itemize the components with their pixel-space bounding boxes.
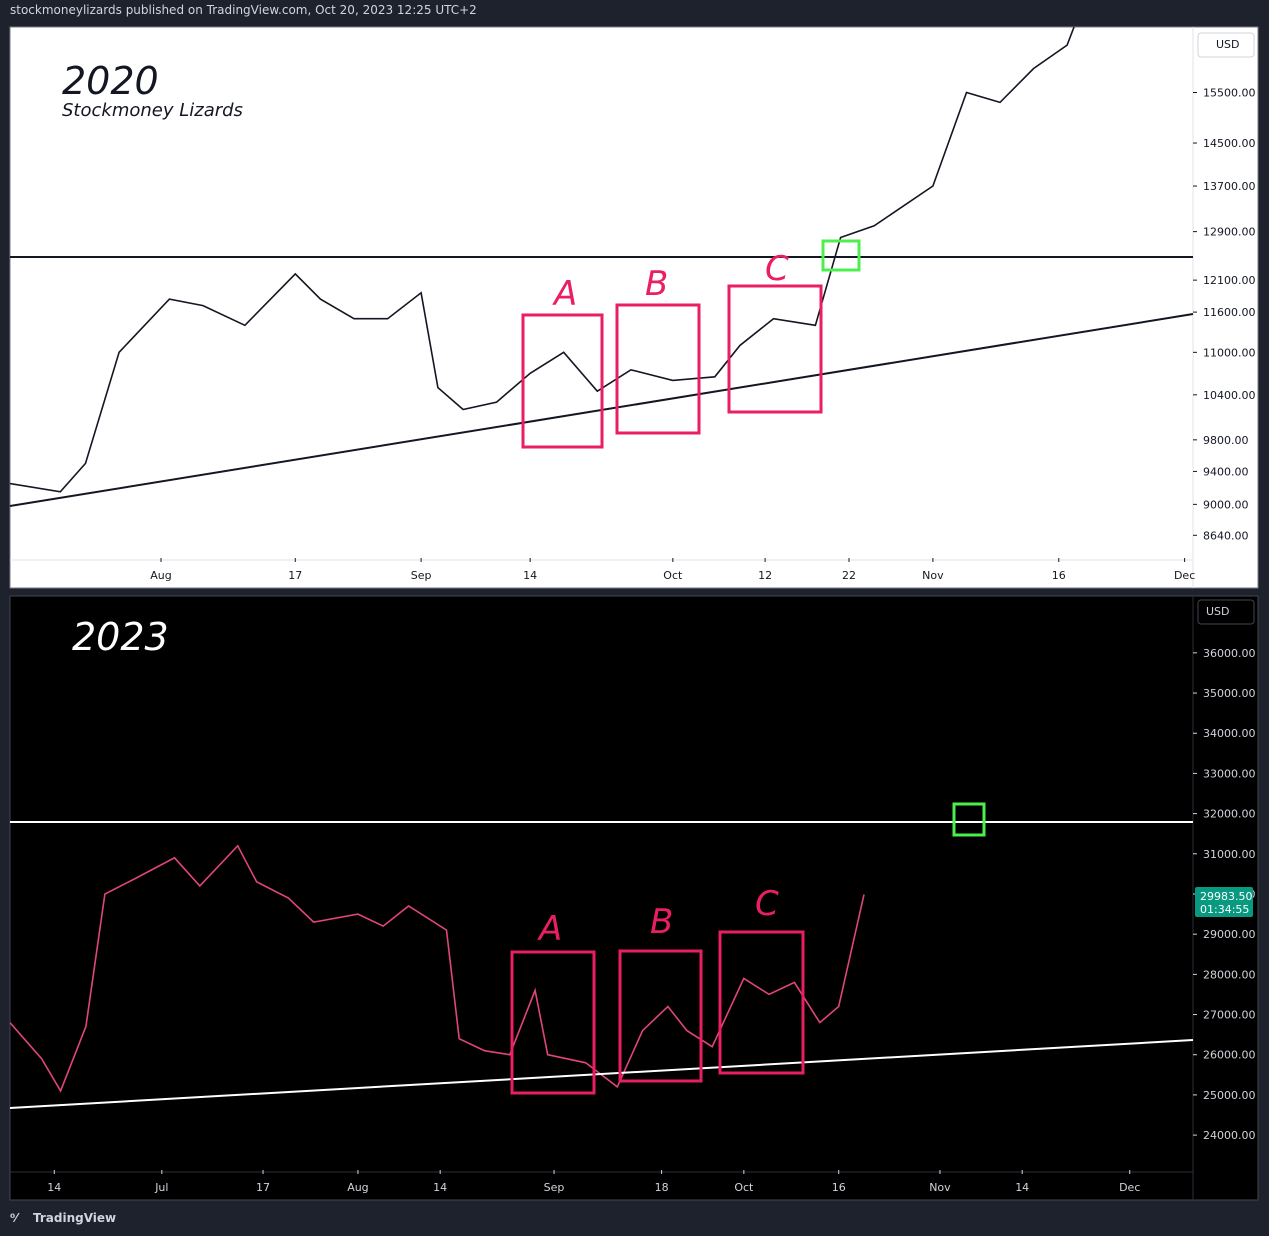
y-tick-label: 36000.00 <box>1203 647 1256 660</box>
annotation: B <box>650 902 673 942</box>
x-tick-label: 22 <box>842 569 856 582</box>
breakout-box <box>821 239 861 272</box>
y-tick-label: 8640.00 <box>1203 529 1249 542</box>
y-tick-label: 26000.00 <box>1203 1049 1256 1062</box>
y-tick-label: 12100.00 <box>1203 274 1256 287</box>
price-line <box>10 27 1075 493</box>
currency-badge[interactable] <box>1197 599 1255 625</box>
x-tick-label: 17 <box>256 1181 270 1194</box>
last-price: 29983.50 <box>1200 890 1253 903</box>
x-tick-label: 14 <box>47 1181 61 1194</box>
x-tick-label: Oct <box>734 1181 754 1194</box>
y-tick-label: 28000.00 <box>1203 968 1256 981</box>
x-tick-label: 16 <box>1052 569 1066 582</box>
x-tick-label: Jul <box>154 1181 168 1194</box>
y-tick-label: 15500.00 <box>1203 87 1256 100</box>
x-tick-label: 17 <box>288 569 302 582</box>
y-tick-label: 29000.00 <box>1203 928 1256 941</box>
x-tick-label: Sep <box>411 569 432 582</box>
x-tick-label: 12 <box>758 569 772 582</box>
box-a <box>521 313 604 449</box>
price-line <box>10 844 865 1093</box>
y-tick-label: 35000.00 <box>1203 687 1256 700</box>
pane-2023 <box>9 595 1259 1201</box>
y-tick-label: 25000.00 <box>1203 1089 1256 1102</box>
currency: USD <box>1206 605 1230 618</box>
y-tick-label: 14500.00 <box>1203 137 1256 150</box>
y-tick-label: 11000.00 <box>1203 346 1256 359</box>
x-tick-label: Nov <box>922 569 944 582</box>
annotation: A <box>552 274 577 314</box>
x-tick-label: Aug <box>347 1181 368 1194</box>
box-c <box>718 930 805 1075</box>
y-tick-label: 24000.00 <box>1203 1129 1256 1142</box>
x-tick-label: Oct <box>663 569 683 582</box>
x-tick-label: Dec <box>1174 569 1195 582</box>
annotation: A <box>537 909 562 949</box>
x-tick-label: 14 <box>1015 1181 1029 1194</box>
y-tick-label: 10400.00 <box>1203 389 1256 402</box>
box-a <box>510 950 596 1095</box>
chart-title: 2023 <box>72 615 169 659</box>
publisher: stockmoneylizards published on TradingVi… <box>10 3 477 17</box>
x-tick-label: 18 <box>655 1181 669 1194</box>
x-tick-label: 14 <box>433 1181 447 1194</box>
y-tick-label: 34000.00 <box>1203 727 1256 740</box>
chart-subtitle: Stockmoney Lizards <box>62 100 243 121</box>
pane-2020 <box>9 26 1259 589</box>
box-b <box>618 949 703 1083</box>
x-tick-label: Nov <box>929 1181 951 1194</box>
plot-2020: 15500.00 14500.00 13700.00 12900.00 12100.00… <box>10 27 1256 582</box>
annotation: C <box>755 884 779 924</box>
x-tick-label: 14 <box>523 569 537 582</box>
x-tick-label: Sep <box>544 1181 565 1194</box>
y-tick-label: 27000.00 <box>1203 1009 1256 1022</box>
annotation: B <box>645 264 668 304</box>
annotation: C <box>765 249 789 289</box>
x-tick-label: Aug <box>150 569 171 582</box>
y-tick-label: 33000.00 <box>1203 767 1256 780</box>
box-b <box>615 303 701 435</box>
y-tick-label: 9800.00 <box>1203 434 1249 447</box>
trend-line <box>9 1039 1194 1109</box>
chart-title: 2020 <box>62 59 159 103</box>
last-price-badge <box>1195 887 1253 917</box>
y-tick-label: 31000.00 <box>1203 848 1256 861</box>
footer-brand: TradingView <box>33 1211 116 1225</box>
y-tick-label: 13700.00 <box>1203 180 1256 193</box>
y-tick-label: 9000.00 <box>1203 498 1249 511</box>
x-tick-label: Dec <box>1119 1181 1140 1194</box>
footer-logo: ⁰⁄ <box>10 1211 20 1225</box>
countdown: 01:34:55 <box>1200 903 1249 916</box>
y-tick-label: 11600.00 <box>1203 306 1256 319</box>
x-tick-label: 16 <box>832 1181 846 1194</box>
currency: USD <box>1216 38 1240 51</box>
y-tick-label: 12900.00 <box>1203 226 1256 239</box>
target-box <box>952 802 986 837</box>
y-tick-label: 32000.00 <box>1203 808 1256 821</box>
y-tick-label: 9400.00 <box>1203 465 1249 478</box>
currency-badge[interactable] <box>1197 32 1255 58</box>
box-c <box>727 284 823 414</box>
